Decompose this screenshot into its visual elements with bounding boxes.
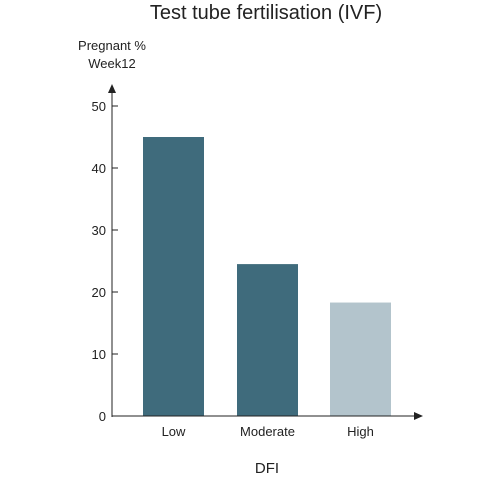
x-axis-arrow [414,412,423,420]
bars-group [143,137,391,416]
bar-high [330,302,391,416]
y-ticks-group: 0 10 20 30 40 50 [92,99,118,424]
x-category-labels: Low Moderate High [162,424,374,439]
x-tick-label-moderate: Moderate [240,424,295,439]
bar-low [143,137,204,416]
bar-moderate [237,264,298,416]
x-axis-title: DFI [255,460,279,477]
y-tick-label-20: 20 [92,285,106,300]
y-tick-label-30: 30 [92,223,106,238]
y-axis-label-line2: Week12 [88,56,135,71]
y-axis-label-line1: Pregnant % [78,38,146,53]
x-tick-label-high: High [347,424,374,439]
chart-title: Test tube fertilisation (IVF) [150,2,382,24]
y-tick-label-0: 0 [99,409,106,424]
y-axis-arrow [108,84,116,93]
x-tick-label-low: Low [162,424,186,439]
y-tick-label-50: 50 [92,99,106,114]
y-tick-label-40: 40 [92,161,106,176]
y-tick-label-10: 10 [92,347,106,362]
